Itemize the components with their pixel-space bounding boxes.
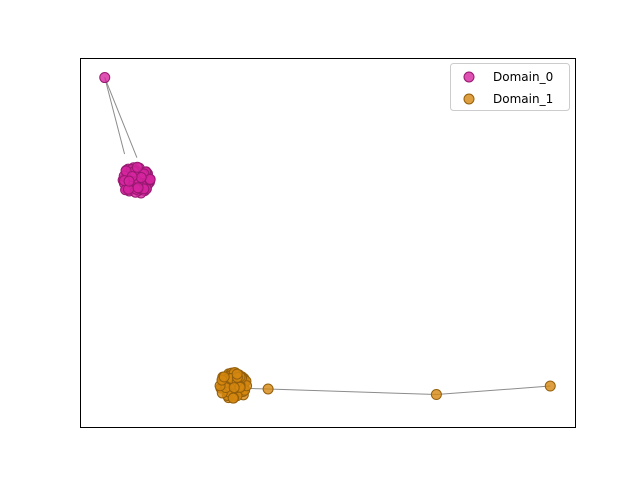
graph-edge — [104, 77, 126, 155]
legend-box — [450, 63, 570, 111]
legend-label-domain-0: Domain_0 — [493, 70, 553, 84]
node-domain-1 — [430, 389, 442, 401]
node-domain-0 — [99, 72, 111, 84]
node-domain-1 — [228, 382, 240, 394]
nodes-layer — [99, 72, 556, 404]
node-domain-1 — [227, 392, 239, 404]
node-domain-0 — [135, 172, 147, 183]
node-domain-1 — [544, 380, 556, 392]
legend: Domain_0 Domain_1 — [450, 63, 570, 111]
legend-label-domain-1: Domain_1 — [493, 92, 553, 106]
node-domain-0 — [132, 182, 144, 194]
node-domain-1 — [262, 383, 274, 395]
node-domain-0 — [131, 161, 143, 173]
graph-edge — [436, 385, 551, 396]
legend-marker-domain-0 — [463, 71, 475, 83]
node-domain-0 — [144, 173, 156, 185]
node-domain-1 — [231, 368, 243, 380]
graph-edge — [268, 388, 437, 396]
node-domain-0 — [123, 175, 135, 187]
graph-edge — [104, 77, 138, 158]
axes-frame — [80, 58, 576, 428]
node-domain-1 — [218, 371, 230, 383]
legend-marker-domain-1 — [463, 93, 475, 105]
